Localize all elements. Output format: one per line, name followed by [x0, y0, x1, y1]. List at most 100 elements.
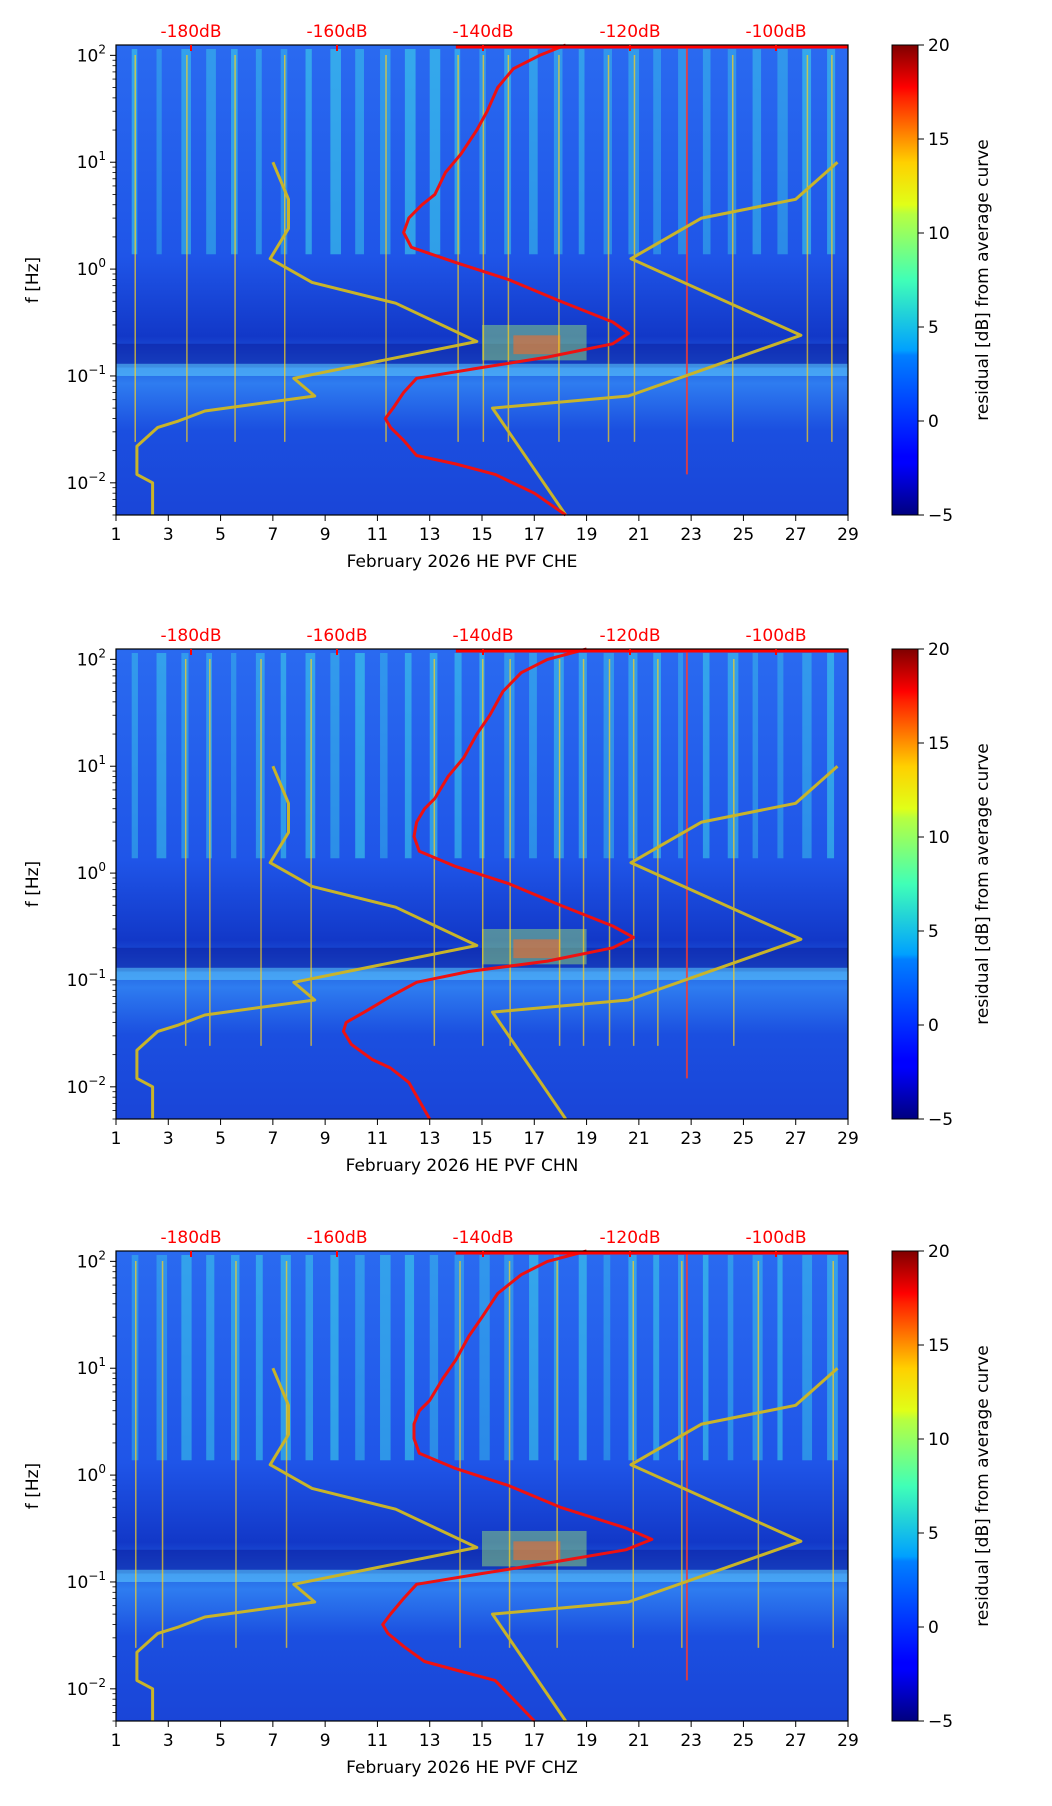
y-tick-label: 100 [77, 860, 106, 884]
transient-line [385, 55, 387, 442]
transient-line [184, 659, 187, 1046]
day-streak [404, 653, 412, 859]
transient-line [507, 55, 510, 442]
colorbar-tick-label: 10 [928, 828, 950, 848]
transient-line [632, 659, 635, 1046]
y-tick-label: 100 [77, 256, 106, 280]
x-tick-label: 27 [785, 1731, 807, 1751]
db-axis-label: -100dB [745, 1228, 806, 1248]
transient-line [733, 659, 735, 1046]
transient-line [657, 659, 659, 1046]
x-tick-label: 21 [628, 1129, 650, 1149]
transient-line [509, 659, 511, 1046]
nlnm-curve [491, 161, 839, 516]
colorbar [891, 1250, 919, 1722]
transient-line [608, 659, 611, 1046]
x-tick-label: 13 [419, 1731, 441, 1751]
colorbar-tick-label: 20 [928, 1242, 950, 1262]
colorbar-tick-label: 20 [928, 640, 950, 660]
day-streak [479, 1255, 490, 1461]
day-streak [305, 1255, 314, 1461]
storm-core [513, 335, 561, 355]
colorbar-tick-label: 0 [928, 412, 939, 432]
day-streak [529, 1255, 539, 1461]
day-streak [702, 1255, 709, 1461]
y-tick-label: 101 [77, 149, 106, 173]
y-axis-title: f [Hz] [23, 1463, 43, 1509]
colorbar-tick-label: 10 [928, 1430, 950, 1450]
x-tick-label: 19 [576, 1129, 598, 1149]
day-streak [330, 653, 340, 859]
transient-line [582, 659, 585, 1046]
x-tick-label: 19 [576, 525, 598, 545]
transient-line [607, 55, 610, 442]
x-tick-label: 7 [267, 1731, 278, 1751]
x-tick-label: 21 [628, 1731, 650, 1751]
colorbar-tick-label: 5 [928, 318, 939, 338]
day-streak [355, 653, 365, 859]
x-tick-label: 29 [837, 1129, 859, 1149]
db-axis-label: -120dB [599, 1228, 660, 1248]
transient-line [161, 1261, 164, 1648]
median-psd-curve [383, 43, 630, 517]
day-streak [131, 49, 138, 255]
day-streak [280, 653, 287, 859]
colorbar-tick-label: 15 [928, 130, 950, 150]
transient-line [186, 55, 188, 442]
day-streak [802, 1255, 813, 1461]
x-tick-label: 5 [215, 1129, 226, 1149]
y-tick-label: 101 [77, 753, 106, 777]
transient-line [633, 55, 636, 442]
x-tick-label: 17 [523, 525, 545, 545]
day-streak [454, 1255, 464, 1461]
spike-line [685, 1251, 688, 1681]
streaks [131, 1255, 838, 1648]
day-streak [802, 653, 812, 859]
transient-line [235, 1261, 237, 1648]
db-axis-label: -140dB [452, 1228, 513, 1248]
day-streak [752, 653, 759, 859]
day-streak [777, 1255, 783, 1461]
transient-line [482, 55, 485, 442]
day-streak [355, 49, 364, 255]
db-axis-label: -120dB [599, 626, 660, 646]
y-tick-label: 10−2 [67, 1676, 106, 1700]
microseism-low-band [116, 1549, 848, 1574]
transient-line [556, 1261, 558, 1648]
transient-line [806, 55, 809, 442]
day-streak [678, 49, 687, 255]
day-streak [404, 1255, 415, 1461]
db-axis-label: -140dB [452, 22, 513, 42]
db-axis-label: -120dB [599, 22, 660, 42]
x-axis-title: February 2026 HE PVF CHN [346, 1156, 579, 1176]
spike-line [685, 45, 688, 475]
colorbar-tick-label: 15 [928, 734, 950, 754]
x-tick-label: 25 [733, 1731, 755, 1751]
transient-line [310, 659, 312, 1046]
day-streak [678, 1255, 685, 1461]
y-tick-label: 10−1 [67, 1569, 106, 1593]
day-streak [827, 653, 835, 859]
x-tick-label: 1 [111, 1129, 122, 1149]
x-tick-label: 17 [523, 1731, 545, 1751]
storm-core [513, 1541, 561, 1561]
y-tick-label: 10−1 [67, 967, 106, 991]
transient-line [234, 55, 236, 442]
day-streak [777, 49, 788, 255]
colorbar-tick-label: 10 [928, 224, 950, 244]
x-tick-label: 9 [320, 1731, 331, 1751]
x-tick-label: 3 [163, 525, 174, 545]
transient-line [135, 1261, 137, 1648]
x-tick-label: 9 [320, 1129, 331, 1149]
median-psd-curve [381, 1249, 654, 1723]
transient-line [558, 659, 561, 1046]
transient-line [558, 55, 560, 442]
day-streak [305, 653, 316, 859]
panel-2: 1 3 5 7 9 11 13 15 17 19 21 23 25 27 2910−210−11001011… [23, 626, 993, 1176]
x-tick-label: 25 [733, 1129, 755, 1149]
nhnm-curve [135, 161, 479, 515]
y-tick-label: 102 [77, 646, 106, 670]
day-streak [454, 653, 462, 859]
day-streak [702, 653, 710, 859]
db-axis-label: -100dB [745, 22, 806, 42]
